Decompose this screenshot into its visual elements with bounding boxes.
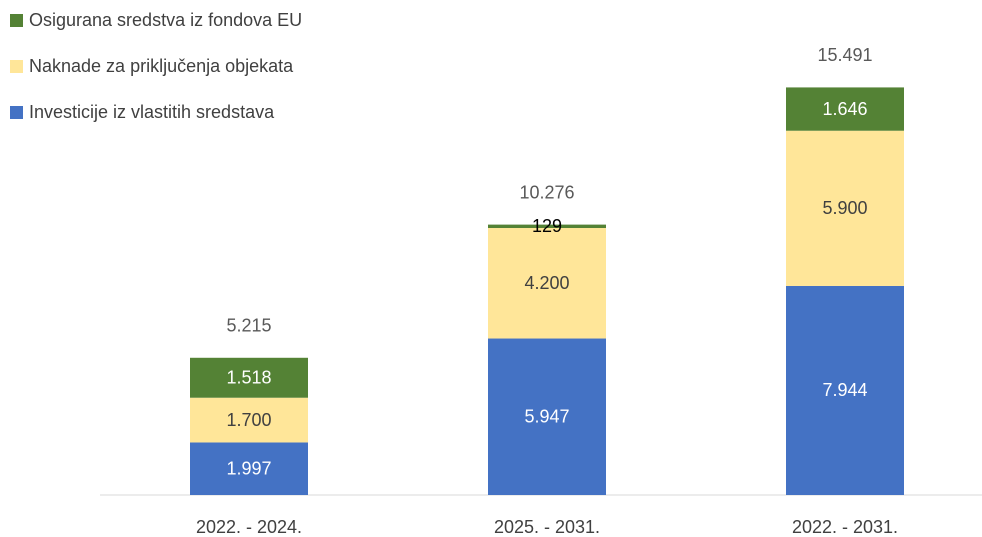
- legend-label: Naknade za priključenja objekata: [29, 56, 294, 76]
- total-label: 10.276: [519, 182, 574, 202]
- x-tick-label: 2025. - 2031.: [494, 517, 600, 537]
- total-label: 5.215: [226, 316, 271, 336]
- data-label: 4.200: [524, 273, 569, 293]
- legend-swatch: [10, 106, 23, 119]
- data-label: 7.944: [822, 380, 867, 400]
- data-label: 129: [532, 216, 562, 236]
- bar-segment: [786, 130, 904, 286]
- x-tick-label: 2022. - 2024.: [196, 517, 302, 537]
- legend-swatch: [10, 60, 23, 73]
- data-label: 5.947: [524, 407, 569, 427]
- legend-swatch: [10, 14, 23, 27]
- legend-label: Osigurana sredstva iz fondova EU: [29, 10, 302, 30]
- bar-segment: [488, 224, 606, 229]
- bar-segment: [488, 338, 606, 495]
- data-label: 1.700: [226, 410, 271, 430]
- data-label: 5.900: [822, 198, 867, 218]
- total-label: 15.491: [817, 45, 872, 65]
- bar-segment: [786, 285, 904, 495]
- bar-segment: [190, 442, 308, 495]
- bar-segment: [190, 397, 308, 443]
- bar-segment: [488, 228, 606, 339]
- bar-segment: [190, 357, 308, 398]
- bar-segment: [786, 87, 904, 131]
- data-label: 1.518: [226, 368, 271, 388]
- legend-label: Investicije iz vlastitih sredstava: [29, 102, 275, 122]
- data-label: 1.997: [226, 458, 271, 478]
- x-tick-label: 2022. - 2031.: [792, 517, 898, 537]
- data-label: 1.646: [822, 99, 867, 119]
